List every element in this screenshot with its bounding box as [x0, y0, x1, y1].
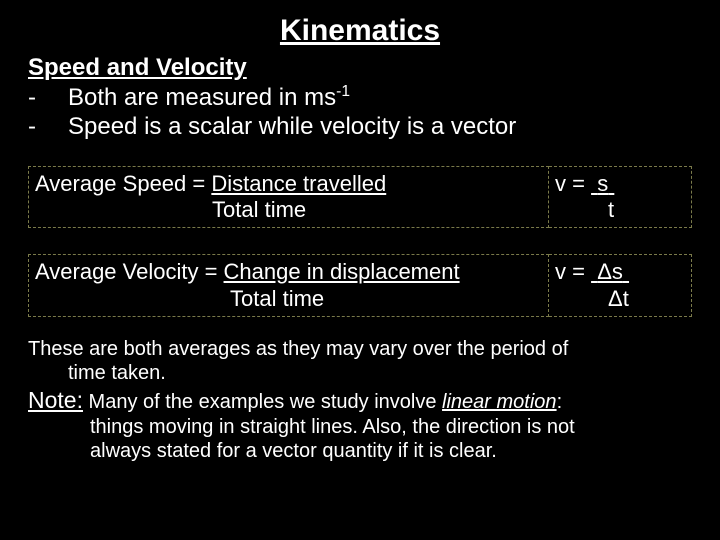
- bullet-2-text: Speed is a scalar while velocity is a ve…: [68, 113, 692, 142]
- page-title: Kinematics: [28, 14, 692, 48]
- table-row: Average Velocity = Change in displacemen…: [29, 255, 692, 317]
- bullet-dash: -: [28, 84, 68, 113]
- bullet-2: - Speed is a scalar while velocity is a …: [28, 113, 692, 142]
- bullet-1-prefix: Both are measured in ms: [68, 84, 336, 111]
- bullet-1: - Both are measured in ms-1: [28, 84, 692, 113]
- velocity-def-numer: Change in displacement: [224, 259, 460, 284]
- definitions-table: Average Speed = Distance travelled Total…: [28, 166, 692, 318]
- para1-line1: These are both averages as they may vary…: [28, 338, 568, 360]
- note-line1c: :: [557, 391, 563, 413]
- velocity-def-denom: Total time: [35, 286, 542, 312]
- note-line2: things moving in straight lines. Also, t…: [28, 415, 692, 439]
- velocity-definition-cell: Average Velocity = Change in displacemen…: [29, 255, 549, 317]
- bullet-1-text: Both are measured in ms-1: [68, 84, 692, 113]
- velocity-eq-ds: Δs: [597, 259, 623, 284]
- para1-line2: time taken.: [28, 361, 692, 385]
- slide: Kinematics Speed and Velocity - Both are…: [0, 0, 720, 540]
- speed-def-denom: Total time: [35, 197, 542, 223]
- speed-eq-s: s: [597, 171, 608, 196]
- speed-def-numer: Distance travelled: [211, 171, 386, 196]
- note-paragraph: Note: Many of the examples we study invo…: [28, 387, 692, 463]
- speed-definition-cell: Average Speed = Distance travelled Total…: [29, 166, 549, 228]
- velocity-eq-denom: Δt: [555, 286, 685, 312]
- note-linear-motion: linear motion: [442, 391, 557, 413]
- velocity-def-lhs: Average Velocity =: [35, 259, 224, 284]
- note-line1a: Many of the examples we study involve: [83, 391, 442, 413]
- speed-eq-denom: t: [555, 197, 685, 223]
- bullet-1-sup: -1: [336, 83, 350, 100]
- averages-paragraph: These are both averages as they may vary…: [28, 337, 692, 385]
- speed-eq-numer: s: [591, 171, 614, 196]
- bullet-dash: -: [28, 113, 68, 142]
- velocity-formula-cell: v = Δs Δt: [549, 255, 692, 317]
- speed-def-lhs: Average Speed =: [35, 171, 211, 196]
- note-label: Note:: [28, 387, 83, 413]
- velocity-eq-numer: Δs: [591, 259, 629, 284]
- table-row: Average Speed = Distance travelled Total…: [29, 166, 692, 228]
- note-line3: always stated for a vector quantity if i…: [28, 439, 692, 463]
- velocity-eq-lhs: v =: [555, 259, 591, 284]
- subheading: Speed and Velocity: [28, 54, 692, 82]
- speed-formula-cell: v = s t: [549, 166, 692, 228]
- table-spacer: [29, 228, 692, 255]
- speed-eq-lhs: v =: [555, 171, 591, 196]
